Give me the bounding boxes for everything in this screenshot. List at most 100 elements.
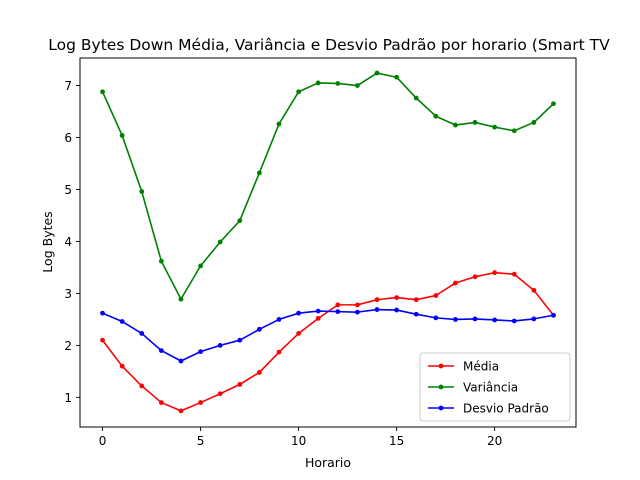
data-point [217,343,223,348]
data-point [296,89,301,95]
data-point [374,297,380,303]
data-point [531,287,537,293]
data-point [511,128,517,134]
data-point [198,400,203,405]
data-point [453,122,458,128]
axes-frame [79,57,577,428]
legend-label: Média [463,360,499,374]
data-point [413,297,419,303]
data-point [276,317,282,322]
y-tick-label: 3 [64,287,72,301]
x-tick-label: 5 [197,434,205,448]
data-point [472,274,478,280]
y-tick-label: 6 [64,131,72,145]
axis-ticks: 0 5 10 15 20 1 2 3 4 5 6 7 [64,79,502,448]
legend-label: Variância [463,381,518,395]
legend: Média Variância Desvio Padrão [419,352,571,422]
data-point [453,317,458,322]
data-point [433,315,439,321]
data-point [100,310,105,316]
data-point [100,89,105,95]
data-point [335,81,341,86]
y-tick-label: 7 [64,79,72,93]
x-tick-label: 10 [291,434,306,448]
x-tick-label: 20 [487,434,502,448]
data-point [256,170,262,176]
data-point [492,124,498,130]
data-point [433,293,439,298]
data-point [511,271,517,277]
data-point [276,349,282,355]
y-tick-label: 1 [64,391,72,405]
data-point [511,318,517,324]
y-tick-label: 5 [64,183,72,197]
legend-box [419,352,571,422]
data-point [394,307,400,313]
data-point [217,239,223,245]
data-point [374,70,380,76]
data-point [198,263,203,269]
y-tick-label: 4 [64,235,72,249]
data-point [178,358,184,364]
data-point [492,270,498,276]
data-point [413,311,419,317]
data-point [256,370,262,375]
data-point [394,74,400,80]
data-point [551,101,556,107]
data-point [217,391,223,397]
series-line-1 [101,72,555,300]
x-axis-label: Horario [305,455,351,470]
legend-label: Desvio Padrão [463,402,549,416]
y-tick-label: 2 [64,339,72,353]
data-point [256,326,262,332]
data-point [433,113,439,119]
series-line-2 [102,308,554,362]
data-point [119,363,125,369]
data-point [355,309,360,315]
data-point [237,337,243,343]
data-point [315,308,321,314]
data-point [178,408,184,414]
data-point [374,307,380,312]
data-point [413,95,419,101]
data-point [139,331,145,336]
data-point [158,400,164,405]
data-point [472,120,478,125]
plot-area [100,70,556,414]
data-point [394,295,400,300]
data-point [100,337,105,343]
data-point [315,315,321,321]
data-point [119,319,125,324]
data-point [531,120,537,125]
data-point [453,280,458,286]
data-point [139,189,145,194]
y-axis-label: Log Bytes [40,211,55,272]
data-point [355,83,360,88]
data-point [198,349,203,355]
data-point [237,381,243,387]
data-point [119,133,125,138]
data-point [276,121,282,127]
legend-swatch-marker [438,405,444,411]
data-point [335,302,341,308]
x-tick-label: 0 [99,434,107,448]
data-point [315,80,321,86]
x-tick-label: 15 [389,434,404,448]
data-point [296,331,301,336]
data-point [472,316,478,322]
legend-swatch-marker [438,363,444,369]
data-point [296,310,301,316]
data-point [355,302,360,308]
data-point [551,312,556,318]
data-point [335,309,341,315]
data-point [492,317,498,323]
data-point [531,316,537,322]
chart-title: Log Bytes Down Média, Variância e Desvio… [48,36,610,54]
data-point [158,348,164,354]
data-point [139,383,145,389]
data-point [237,218,243,224]
data-point [178,296,184,302]
legend-swatch-marker [438,384,444,390]
data-point [158,258,164,264]
